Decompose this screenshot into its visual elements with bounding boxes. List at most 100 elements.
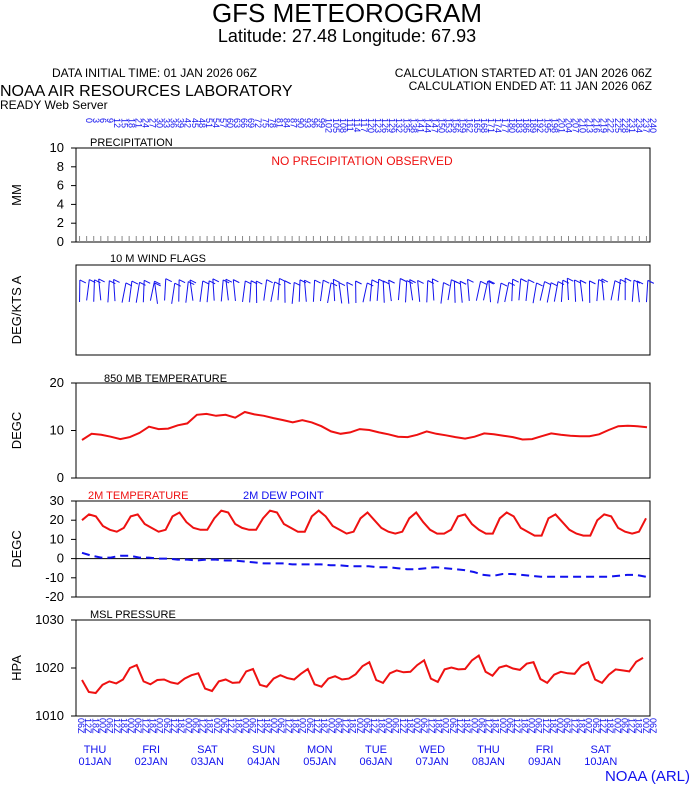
forecast-hour-label: 153 <box>444 118 454 133</box>
forecast-hour-label: 123 <box>373 118 383 133</box>
forecast-hour-label: 132 <box>394 118 404 133</box>
date-label: 09JAN <box>528 756 561 768</box>
hour-label: 18Z <box>90 718 100 734</box>
wind-barb-flag <box>382 280 390 285</box>
wind-barb <box>312 279 316 302</box>
forecast-hour-label: 45 <box>190 118 200 128</box>
hour-label: 18Z <box>605 718 615 734</box>
hour-label: 00Z <box>498 718 508 734</box>
forecast-hour-label: 198 <box>549 118 559 133</box>
wind-barb-flag <box>212 278 220 283</box>
forecast-hour-label: 120 <box>366 118 376 133</box>
wind-barb-flag <box>355 280 362 285</box>
wind-barb-flag <box>274 281 281 286</box>
date-label: 04JAN <box>247 756 280 768</box>
wind-barb <box>327 282 332 304</box>
wind-barb <box>107 280 110 303</box>
hour-label: 06Z <box>419 718 429 734</box>
y-tick-label: 10 <box>50 423 64 438</box>
wind-barb <box>453 280 456 303</box>
hour-label: 06Z <box>333 718 343 734</box>
wind-barb-flag <box>480 280 487 285</box>
wind-barb-flag <box>589 280 596 285</box>
wind-barb-flag <box>371 279 379 284</box>
series-2m-temperature <box>81 509 647 537</box>
panel-title: PRECIPITATION <box>90 137 173 149</box>
hour-label: 00Z <box>412 718 422 734</box>
forecast-hour-label: 216 <box>592 118 602 133</box>
panel-title: 10 M WIND FLAGS <box>110 253 206 265</box>
wind-barb-flag <box>346 281 354 286</box>
forecast-hour-label: 129 <box>387 118 397 133</box>
wind-barb-flag <box>567 277 574 282</box>
forecast-hour-label: 135 <box>401 118 411 133</box>
hour-label: 06Z <box>505 718 515 734</box>
forecast-hour-label: 69 <box>246 118 256 128</box>
hour-label: 12Z <box>426 718 436 734</box>
wind-barb <box>121 282 127 303</box>
forecast-hour-label: 18 <box>126 118 136 128</box>
wind-barb-flag <box>574 279 581 284</box>
hour-label: 18Z <box>634 718 644 734</box>
wind-barb-flag <box>225 278 233 283</box>
hour-label: 00Z <box>298 718 308 734</box>
forecast-hour-label: 75 <box>260 118 270 128</box>
hour-label: 12Z <box>369 718 379 734</box>
wind-barb <box>388 280 392 302</box>
y-axis-label: MM <box>9 184 24 206</box>
no-precip-annotation: NO PRECIPITATION OBSERVED <box>271 154 453 168</box>
wind-barb-flag <box>178 279 186 284</box>
forecast-hour-label: 147 <box>429 118 439 133</box>
hour-label: 12Z <box>541 718 551 734</box>
wind-barb <box>376 279 380 301</box>
hour-label: 06Z <box>162 718 172 734</box>
wind-barb <box>263 279 268 301</box>
forecast-hour-label: 150 <box>437 118 447 133</box>
wind-barb-flag <box>189 279 197 284</box>
forecast-hour-label: 213 <box>585 118 595 133</box>
series-850mb-temperature <box>81 410 648 441</box>
wind-barb <box>164 278 167 301</box>
hour-label: 06Z <box>190 718 200 734</box>
wind-barb <box>467 279 470 301</box>
wind-barb <box>636 280 640 303</box>
forecast-hour-label: 81 <box>274 118 284 128</box>
date-label: 01JAN <box>78 756 111 768</box>
hour-label: 18Z <box>577 718 587 734</box>
hour-label: 06Z <box>133 718 143 734</box>
wind-barb <box>270 281 276 302</box>
forecast-hour-label: 138 <box>408 118 418 133</box>
panel-frame <box>75 619 651 717</box>
wind-barb-flag <box>174 282 181 287</box>
wind-barb-flag <box>544 281 551 286</box>
wind-barb-flag <box>536 282 543 287</box>
hour-label: 00Z <box>240 718 250 734</box>
wind-barb-flag <box>500 282 508 287</box>
wind-barb-flag <box>284 280 291 285</box>
forecast-hour-label: 84 <box>281 118 291 128</box>
hour-label: 18Z <box>519 718 529 734</box>
wind-barb <box>189 279 194 301</box>
hour-label: 12Z <box>312 718 322 734</box>
y-tick-label: 10 <box>50 531 64 546</box>
hour-label: 06Z <box>76 718 86 734</box>
wind-barb-flag <box>367 282 374 287</box>
wind-barb <box>560 280 564 302</box>
date-label: 10JAN <box>584 756 617 768</box>
forecast-hour-label: 189 <box>528 118 538 133</box>
forecast-hour-label: 9 <box>105 118 115 123</box>
forecast-hour-label: 117 <box>359 118 369 132</box>
wind-barb <box>497 282 502 304</box>
wind-barb <box>332 279 336 302</box>
forecast-hour-label: 90 <box>296 118 306 128</box>
date-label: 08JAN <box>472 756 505 768</box>
wind-barb <box>128 281 133 303</box>
location-subtitle: Latitude: 27.48 Longitude: 67.93 <box>217 26 477 46</box>
hour-label: 12Z <box>569 718 579 734</box>
forecast-hour-label: 108 <box>338 118 348 133</box>
forecast-hour-label: 237 <box>641 118 651 133</box>
day-label: THU <box>477 744 500 756</box>
y-tick-label: 8 <box>57 159 64 174</box>
wind-barb-flag <box>139 281 146 286</box>
